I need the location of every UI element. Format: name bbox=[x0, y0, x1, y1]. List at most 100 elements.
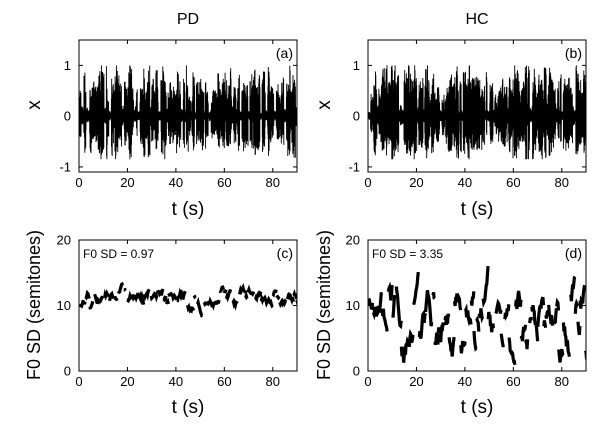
f0-segment-c bbox=[103, 288, 111, 301]
y-tick-label-b: -1 bbox=[348, 159, 360, 174]
f0-segment-d bbox=[436, 327, 442, 334]
f0-segment-d bbox=[534, 323, 540, 342]
f0-segment-d bbox=[519, 324, 528, 342]
y-tick-label-d: 0 bbox=[353, 364, 360, 379]
f0-segment-d bbox=[469, 291, 476, 306]
f0-segment-c bbox=[126, 290, 134, 304]
y-tick-label-a: 0 bbox=[64, 109, 71, 124]
f0-segment-d bbox=[377, 292, 383, 314]
x-axis-title-a: t (s) bbox=[172, 199, 205, 220]
x-tick-label-a: 0 bbox=[75, 175, 82, 190]
f0-segment-c bbox=[253, 289, 263, 304]
f0-segment-c bbox=[231, 297, 239, 311]
f0-segment-c bbox=[175, 287, 184, 303]
f0-segment-d bbox=[569, 275, 577, 302]
f0-segment-d bbox=[477, 308, 485, 324]
x-tick-label-c: 60 bbox=[217, 374, 231, 389]
plot-area-a bbox=[79, 65, 297, 160]
x-tick-label-c: 0 bbox=[75, 374, 82, 389]
f0-segment-c bbox=[107, 290, 115, 302]
f0-segment-d bbox=[507, 337, 517, 366]
f0-segment-d bbox=[447, 336, 456, 357]
f0-segment-d bbox=[494, 298, 503, 315]
x-tick-label-b: 60 bbox=[506, 175, 520, 190]
x-tick-label-b: 0 bbox=[364, 175, 371, 190]
x-tick-label-a: 40 bbox=[169, 175, 183, 190]
x-tick-label-b: 40 bbox=[458, 175, 472, 190]
f0-segment-c bbox=[164, 297, 170, 305]
f0-segment-d bbox=[472, 330, 478, 352]
f0-segment-d bbox=[391, 294, 397, 318]
y-axis-title-d: F0 SD (semitones) bbox=[314, 230, 334, 380]
f0-segment-c bbox=[286, 291, 296, 306]
f0-segment-c bbox=[205, 300, 211, 307]
f0-segment-c bbox=[246, 284, 256, 297]
f0-segment-c bbox=[79, 299, 87, 309]
f0-segment-d bbox=[443, 313, 451, 326]
f0-segment-c bbox=[259, 293, 269, 308]
x-tick-label-b: 20 bbox=[409, 175, 423, 190]
panel-a: 0 20 40 60 80 -1 0 1 t (s) x (a) bbox=[24, 39, 298, 220]
f0-segment-d bbox=[536, 296, 546, 328]
f0-segment-d bbox=[399, 342, 409, 363]
panel-label-c: (c) bbox=[277, 245, 293, 261]
f0-segment-c bbox=[266, 295, 274, 309]
panel-b: 0 20 40 60 80 -1 0 1 t (s) x (b) bbox=[314, 39, 587, 220]
plot-area-c bbox=[79, 281, 297, 318]
y-tick-label-c: 10 bbox=[57, 298, 71, 313]
panel-c: 0 20 40 60 80 0 10 20 t (s) F0 SD (semitones) (c) F… bbox=[24, 230, 298, 418]
x-tick-label-c: 20 bbox=[120, 374, 134, 389]
f0-segment-d bbox=[459, 340, 467, 354]
x-axis-title-b: t (s) bbox=[461, 199, 494, 220]
f0-segment-c bbox=[84, 289, 91, 301]
x-tick-label-c: 40 bbox=[169, 374, 183, 389]
f0-segment-d bbox=[424, 289, 434, 327]
f0-segment-d bbox=[481, 265, 490, 309]
f0-segment-d bbox=[379, 308, 389, 332]
f0-segment-c bbox=[237, 282, 247, 295]
f0-segment-c bbox=[181, 290, 187, 301]
f0-segment-c bbox=[278, 297, 288, 309]
f0-segment-c bbox=[116, 281, 124, 295]
f0-segment-d bbox=[561, 322, 571, 357]
f0-segment-c bbox=[192, 294, 197, 300]
f0-segment-d bbox=[412, 271, 420, 306]
x-tick-label-d: 20 bbox=[409, 374, 423, 389]
x-tick-label-a: 20 bbox=[120, 175, 134, 190]
f0-segment-d bbox=[486, 311, 495, 333]
y-axis-title-c: F0 SD (semitones) bbox=[24, 230, 44, 380]
f0-segment-d bbox=[573, 298, 580, 314]
x-tick-label-d: 60 bbox=[506, 374, 520, 389]
f0-segment-d bbox=[417, 308, 427, 340]
f0-segment-c bbox=[186, 302, 196, 314]
f0-segment-c bbox=[292, 288, 297, 300]
f0-segment-d bbox=[452, 292, 463, 311]
f0-segment-d bbox=[499, 333, 505, 348]
f0-segment-c bbox=[244, 290, 249, 301]
waveform-series-a bbox=[79, 65, 297, 160]
f0-segment-d bbox=[578, 284, 586, 309]
plot-area-b bbox=[368, 65, 586, 160]
f0-segment-d bbox=[555, 297, 561, 311]
panel-label-a: (a) bbox=[276, 45, 293, 61]
f0-segment-c bbox=[133, 291, 140, 303]
f0-segment-c bbox=[97, 295, 105, 304]
f0-segment-d bbox=[503, 304, 511, 322]
f0-segment-c bbox=[275, 294, 281, 301]
f0-segment-d bbox=[371, 305, 381, 321]
x-tick-label-d: 40 bbox=[458, 374, 472, 389]
f0-segment-c bbox=[208, 296, 218, 311]
f0-segment-d bbox=[431, 291, 436, 300]
f0-segment-d bbox=[557, 348, 565, 363]
f0-segment-d bbox=[433, 332, 440, 346]
f0-segment-c bbox=[271, 289, 278, 298]
x-tick-label-a: 80 bbox=[266, 175, 280, 190]
f0-segment-c bbox=[136, 292, 141, 297]
f0-segment-d bbox=[576, 321, 582, 336]
f0-segment-d bbox=[463, 303, 473, 327]
f0-segment-c bbox=[93, 293, 101, 305]
x-tick-label-b: 80 bbox=[555, 175, 569, 190]
x-axis-title-d: t (s) bbox=[461, 397, 494, 418]
f0-segment-c bbox=[195, 296, 204, 318]
